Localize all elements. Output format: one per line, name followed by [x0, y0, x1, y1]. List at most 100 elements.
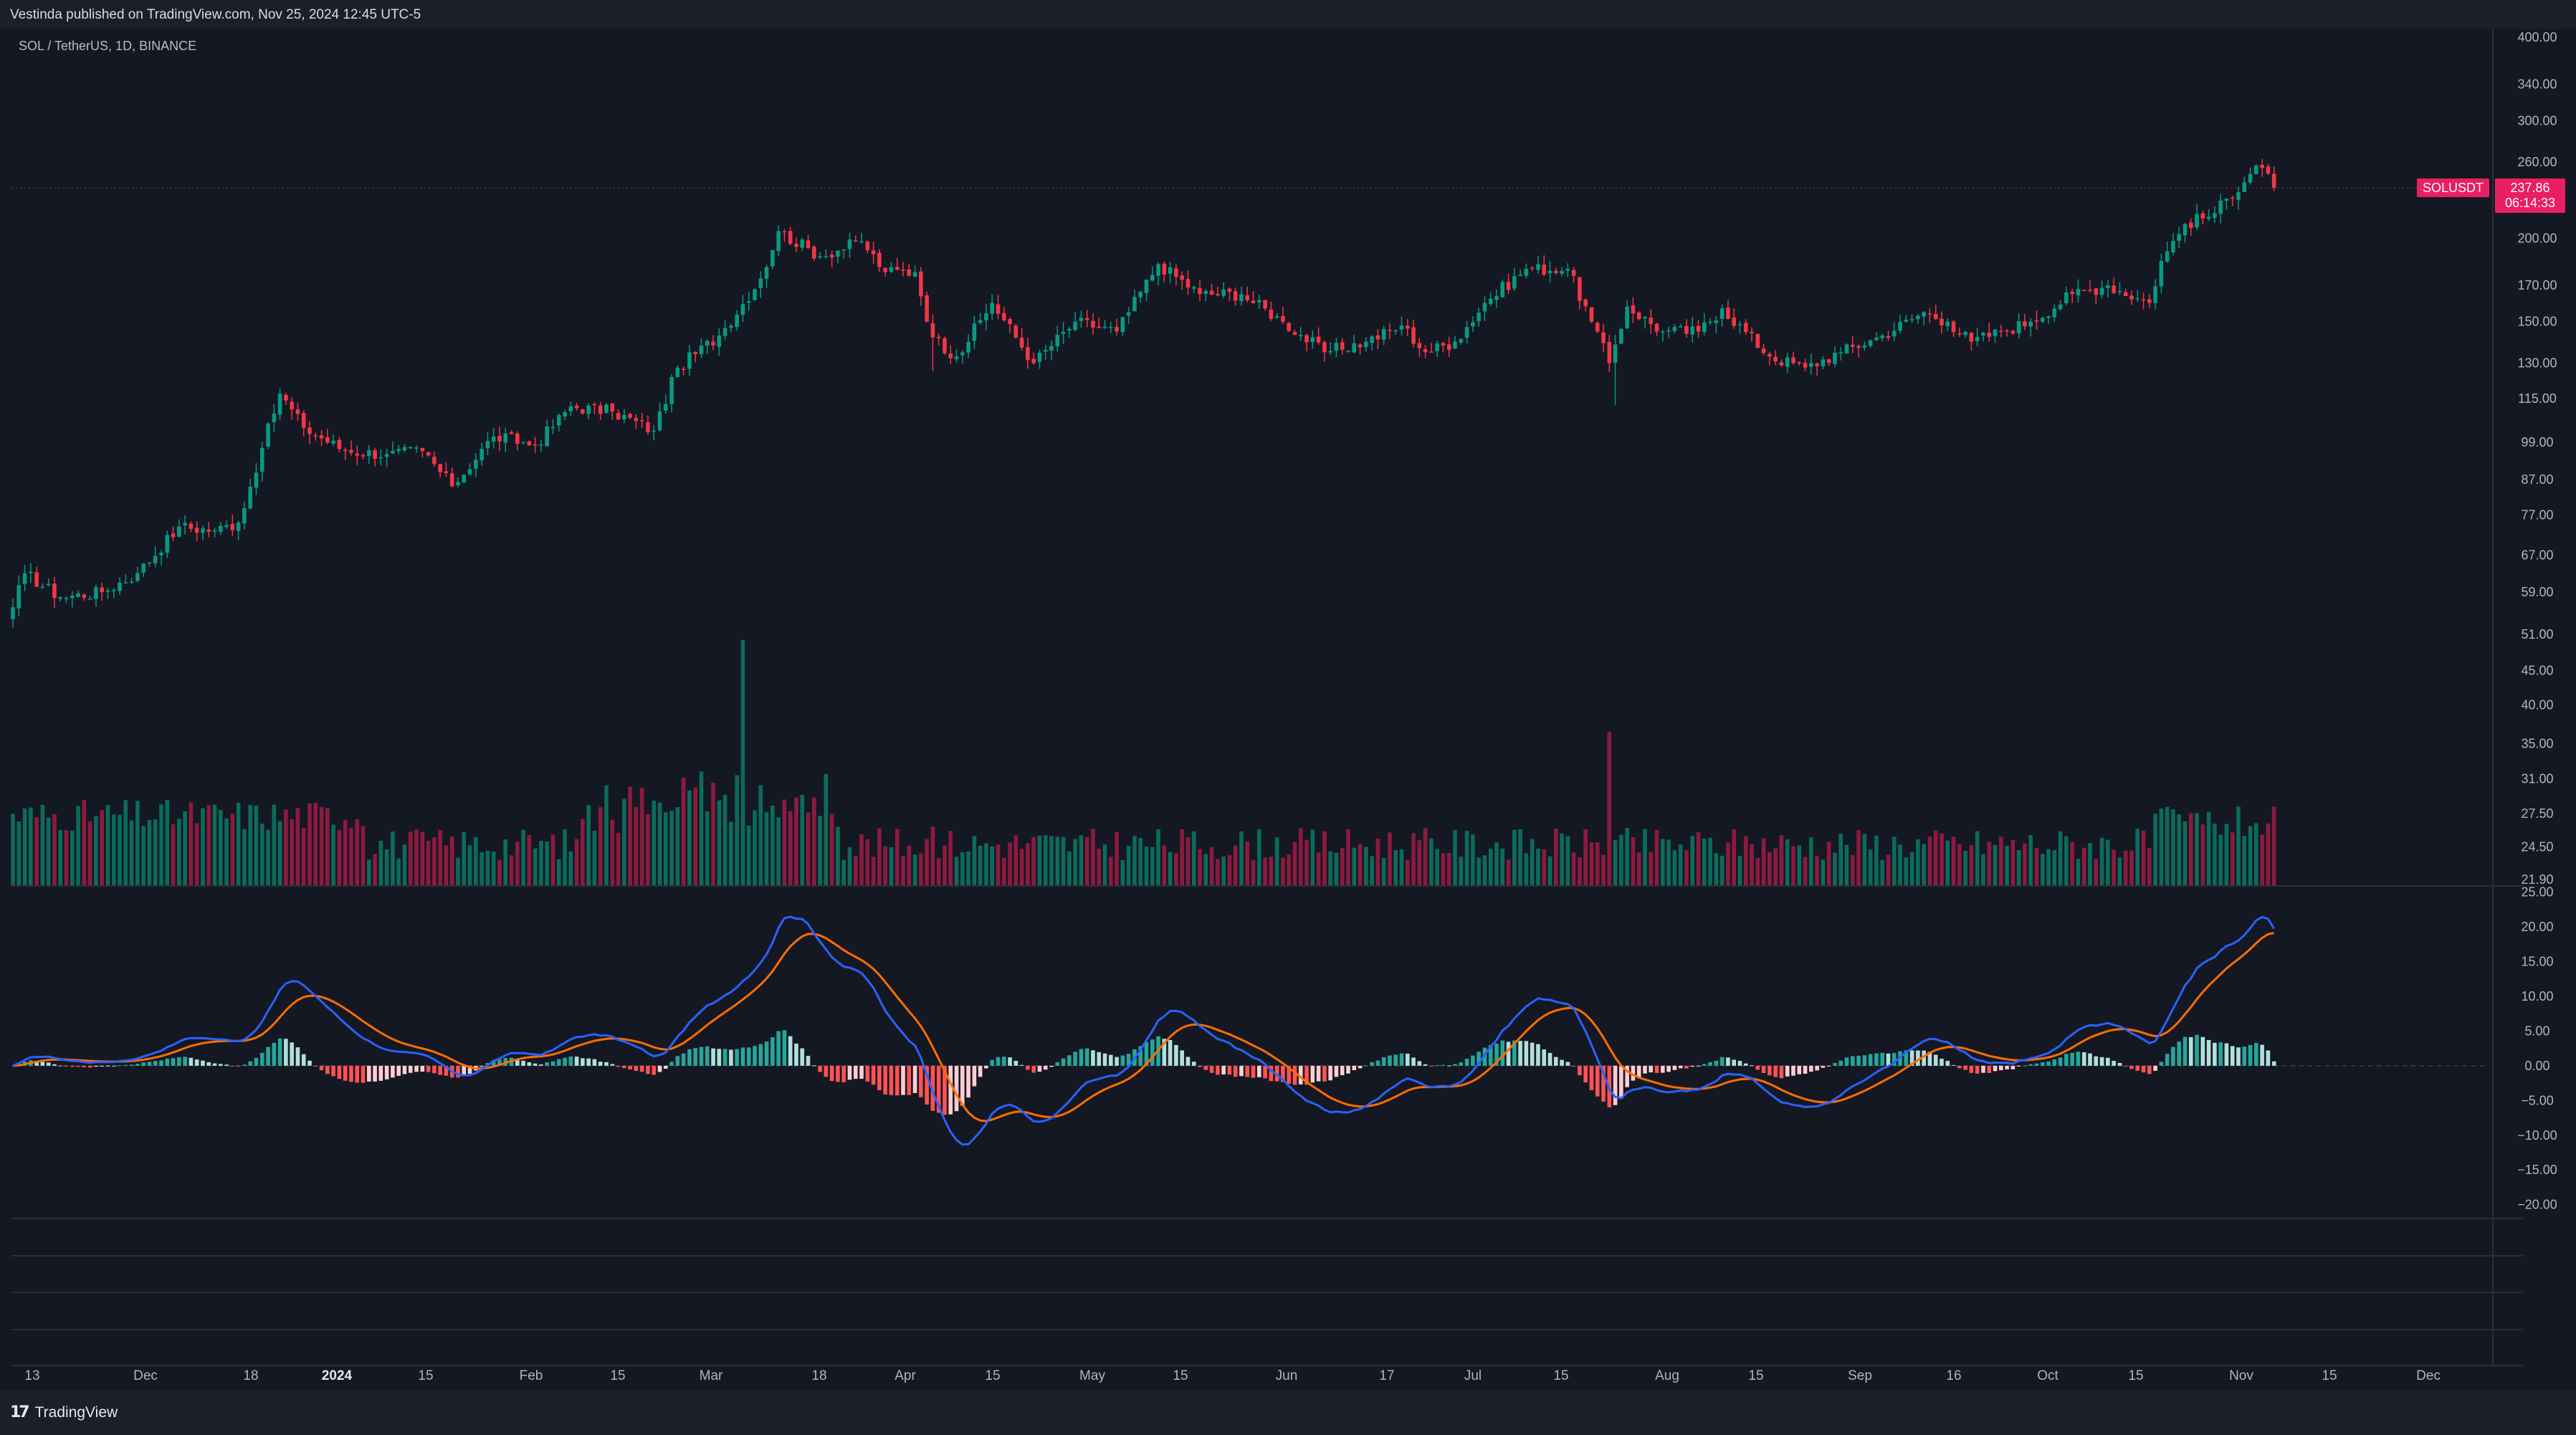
candle-body [165, 535, 170, 553]
candle-body [2218, 200, 2223, 214]
volume-bar [1940, 833, 1944, 885]
volume-bar [1524, 853, 1529, 885]
candle-body [2034, 320, 2039, 322]
candle-body [978, 320, 983, 323]
macd-histogram-bar [699, 1047, 704, 1066]
volume-bar [1203, 854, 1208, 885]
candle-body [800, 239, 805, 248]
candle-body [1714, 320, 1719, 323]
candle-body [1126, 312, 1131, 316]
macd-histogram-bar [349, 1065, 353, 1082]
volume-bar [960, 852, 965, 885]
candle-body [616, 413, 621, 420]
candle-body [2070, 292, 2074, 295]
time-tick-label: 18 [243, 1368, 258, 1383]
candle-body [118, 582, 122, 591]
candle-body [497, 436, 502, 442]
macd-tick-label: −10.00 [2517, 1128, 2557, 1143]
macd-histogram-bar [1999, 1065, 2003, 1071]
macd-histogram-bar [972, 1065, 977, 1087]
macd-histogram-bar [1174, 1044, 1178, 1066]
candle-body [1269, 309, 1274, 319]
tradingview-brand[interactable]: 17 TradingView [10, 1403, 118, 1421]
macd-histogram-bar [1049, 1065, 1054, 1067]
macd-histogram-bar [70, 1065, 75, 1067]
candle-body [1221, 290, 1226, 296]
candle-body [1922, 312, 1926, 317]
macd-histogram-bar [135, 1064, 140, 1066]
macd-histogram-bar [2023, 1065, 2027, 1067]
volume-bar [1957, 844, 1962, 885]
macd-histogram-bar [1886, 1053, 1891, 1066]
volume-bar [1239, 831, 1244, 885]
candle-body [2230, 197, 2235, 199]
candle-body [1945, 321, 1950, 327]
macd-histogram-bar [254, 1057, 259, 1066]
candle-body [521, 442, 525, 444]
macd-histogram-bar [378, 1065, 383, 1081]
macd-histogram-bar [248, 1061, 252, 1066]
macd-histogram-bar [467, 1065, 472, 1074]
candle-body [1844, 344, 1849, 354]
volume-bar [1547, 856, 1552, 885]
macd-histogram-bar [812, 1065, 816, 1067]
candle-body [1079, 318, 1084, 321]
candle-body [1055, 335, 1060, 347]
volume-bar [1334, 852, 1339, 885]
volume-bar [2141, 830, 2146, 885]
volume-bar [568, 852, 573, 885]
price-tick-label: 400.00 [2517, 30, 2557, 44]
macd-histogram-bar [1221, 1065, 1226, 1075]
volume-bar [2230, 832, 2235, 885]
macd-histogram-bar [1019, 1064, 1024, 1066]
candle-body [1132, 297, 1137, 312]
volume-bar [2028, 835, 2033, 885]
volume-bar [219, 810, 223, 885]
candle-body [2106, 285, 2110, 288]
volume-bar [313, 802, 318, 885]
macd-histogram-bar [1708, 1062, 1712, 1066]
macd-histogram-bar [34, 1061, 39, 1066]
macd-histogram-bar [414, 1065, 419, 1072]
macd-histogram-bar [622, 1065, 626, 1069]
macd-histogram-bar [746, 1047, 751, 1066]
candle-body [1435, 343, 1439, 351]
volume-bar [616, 833, 621, 885]
macd-histogram-bar [616, 1065, 621, 1067]
macd-tick-label: 10.00 [2521, 989, 2553, 1003]
candle-body [16, 585, 22, 609]
volume-bar [2117, 857, 2122, 885]
macd-histogram-bar [527, 1062, 532, 1066]
volume-bar [1838, 834, 1843, 885]
macd-histogram-bar [722, 1049, 728, 1066]
candle-body [919, 271, 923, 297]
volume-bar [480, 852, 484, 885]
volume-bar [378, 840, 383, 885]
candle-body [556, 415, 561, 426]
macd-histogram-bar [290, 1042, 294, 1066]
volume-bar [1406, 859, 1410, 885]
candle-body [361, 454, 366, 457]
candle-body [996, 304, 1001, 314]
volume-bar [1340, 847, 1345, 885]
volume-bar [349, 827, 353, 885]
volume-bar [2159, 808, 2164, 885]
candle-body [2236, 191, 2241, 200]
candle-body [259, 448, 264, 472]
volume-bar [456, 857, 460, 885]
volume-bar [990, 846, 994, 885]
macd-histogram-bar [984, 1065, 988, 1069]
candle-body [539, 444, 543, 446]
macd-histogram-bar [1464, 1059, 1469, 1066]
volume-bar [722, 794, 728, 885]
macd-histogram-bar [266, 1047, 270, 1066]
candle-body [1488, 298, 1493, 305]
macd-histogram-bar [800, 1048, 805, 1066]
macd-histogram-bar [2218, 1042, 2223, 1066]
volume-bar [34, 817, 39, 885]
macd-histogram-bar [2266, 1050, 2271, 1066]
macd-histogram-bar [497, 1059, 502, 1066]
macd-histogram-bar [242, 1064, 247, 1066]
price-tick-label: 300.00 [2517, 113, 2557, 128]
